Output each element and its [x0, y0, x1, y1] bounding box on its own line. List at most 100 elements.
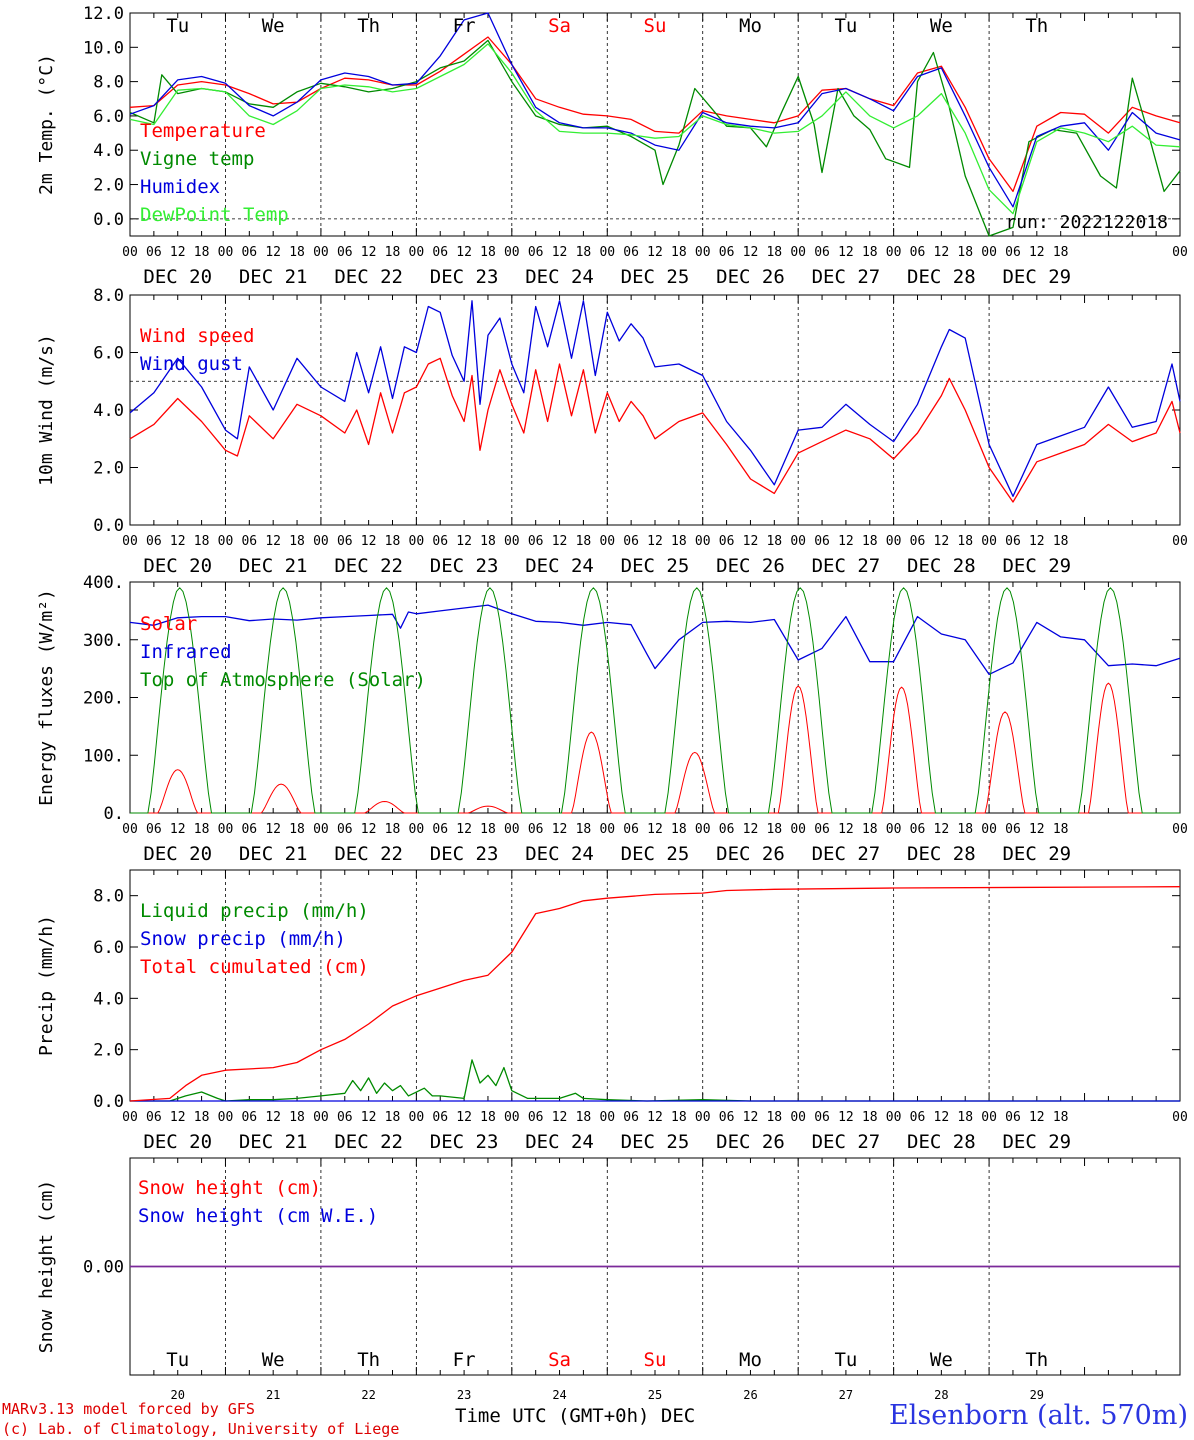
y-tick-label: 2.0 [93, 1041, 124, 1061]
date-label: DEC 24 [525, 1131, 594, 1153]
weekday-label: Sa [548, 15, 571, 37]
hour-tick-label: 18 [1053, 1110, 1069, 1125]
hour-tick-label: 12 [552, 534, 568, 549]
hour-tick-label: 00 [409, 245, 425, 260]
panel-3 [129, 581, 1181, 814]
hour-tick-label: 00 [790, 822, 806, 837]
hour-tick-label: 06 [719, 1110, 735, 1125]
day-number-label: 21 [266, 1388, 280, 1402]
panel-frame [129, 294, 1181, 526]
date-label: DEC 28 [907, 555, 976, 577]
y-tick-label: 2.0 [93, 176, 124, 196]
hour-tick-label: 12 [265, 245, 281, 260]
series-line [130, 682, 1180, 814]
hour-tick-label: 06 [241, 1110, 257, 1125]
series-line [130, 1059, 1180, 1102]
hour-tick-label: 12 [552, 1110, 568, 1125]
hour-tick-label: 12 [170, 1110, 186, 1125]
hour-tick-label: 18 [862, 822, 878, 837]
hour-tick-label: 00 [409, 822, 425, 837]
date-label: DEC 23 [430, 1131, 499, 1153]
hour-tick-label: 12 [1029, 822, 1045, 837]
hour-tick-label: 12 [361, 245, 377, 260]
hour-tick-label: 18 [480, 245, 496, 260]
hour-tick-label: 06 [719, 534, 735, 549]
y-tick-label: 12.0 [83, 4, 124, 24]
weekday-label: Su [644, 1349, 667, 1371]
hour-tick-label: 12 [456, 822, 472, 837]
date-label: DEC 29 [1002, 1131, 1071, 1153]
date-label: DEC 22 [334, 555, 403, 577]
y-tick-label: 0.0 [93, 516, 124, 536]
hour-tick-label: 12 [552, 822, 568, 837]
series-line [129, 12, 1181, 208]
station-name: Elsenborn (alt. 570m) [889, 1400, 1188, 1431]
date-label: DEC 21 [239, 843, 308, 865]
legend-entry: Total cumulated (cm) [140, 956, 369, 978]
legend-entry: Humidex [140, 176, 220, 198]
weekday-label: Th [357, 15, 380, 37]
y-tick-label: 0.0 [93, 210, 124, 230]
hour-tick-label: 00 [409, 534, 425, 549]
hour-tick-label: 12 [647, 1110, 663, 1125]
weekday-label: Th [1025, 15, 1048, 37]
weekday-label: Mo [739, 15, 762, 37]
hour-tick-label: 18 [385, 534, 401, 549]
hour-tick-label: 06 [241, 245, 257, 260]
weekday-label: We [262, 1349, 285, 1371]
panel-5 [129, 1157, 1181, 1376]
hour-tick-label: 00 [122, 822, 138, 837]
y-tick-label: 8.0 [93, 73, 124, 93]
date-label: DEC 28 [907, 266, 976, 288]
hour-tick-label: 18 [480, 822, 496, 837]
hour-tick-label: 12 [361, 822, 377, 837]
y-axis-title: 2m Temp. (°C) [36, 54, 57, 195]
hour-tick-label: 12 [743, 245, 759, 260]
hour-tick-label: 18 [576, 534, 592, 549]
date-label: DEC 23 [430, 555, 499, 577]
hour-tick-label: 18 [957, 822, 973, 837]
hour-tick-label: 06 [337, 534, 353, 549]
hour-tick-label: 06 [910, 1110, 926, 1125]
hour-tick-label: 12 [934, 534, 950, 549]
date-label: DEC 28 [907, 1131, 976, 1153]
hour-tick-label: 06 [241, 534, 257, 549]
hour-tick-label: 18 [289, 1110, 305, 1125]
hour-tick-label: 06 [719, 822, 735, 837]
hour-tick-label: 06 [814, 1110, 830, 1125]
hour-tick-label: 12 [647, 534, 663, 549]
y-axis-title: Energy fluxes (W/m²) [36, 589, 57, 806]
y-tick-label: 200. [83, 689, 124, 709]
hour-tick-label: 12 [934, 1110, 950, 1125]
hour-tick-label: 00 [1172, 534, 1188, 549]
model-credit: MARv3.13 model forced by GFS [2, 1400, 255, 1418]
y-tick-label: 300. [83, 631, 124, 651]
weekday-label: Su [644, 15, 667, 37]
hour-tick-label: 18 [766, 245, 782, 260]
hour-tick-label: 00 [313, 1110, 329, 1125]
y-tick-label: 4.0 [93, 401, 124, 421]
hour-tick-label: 18 [671, 822, 687, 837]
hour-tick-label: 00 [313, 822, 329, 837]
hour-tick-label: 06 [432, 245, 448, 260]
hour-tick-label: 12 [1029, 534, 1045, 549]
hour-tick-label: 00 [218, 822, 234, 837]
hour-tick-label: 06 [910, 534, 926, 549]
hour-tick-label: 00 [695, 822, 711, 837]
hour-tick-label: 00 [218, 534, 234, 549]
panel-1 [129, 12, 1181, 237]
legend-entry: Snow height (cm W.E.) [138, 1205, 378, 1227]
day-number-label: 22 [361, 1388, 375, 1402]
date-label: DEC 27 [812, 843, 881, 865]
hour-tick-label: 00 [122, 1110, 138, 1125]
hour-tick-label: 12 [361, 534, 377, 549]
hour-tick-label: 00 [1172, 1110, 1188, 1125]
weekday-label: Th [357, 1349, 380, 1371]
hour-tick-label: 06 [528, 1110, 544, 1125]
legend-entry: Temperature [140, 120, 266, 142]
date-label: DEC 27 [812, 555, 881, 577]
date-label: DEC 25 [621, 843, 690, 865]
hour-tick-label: 06 [814, 822, 830, 837]
day-number-label: 25 [648, 1388, 662, 1402]
